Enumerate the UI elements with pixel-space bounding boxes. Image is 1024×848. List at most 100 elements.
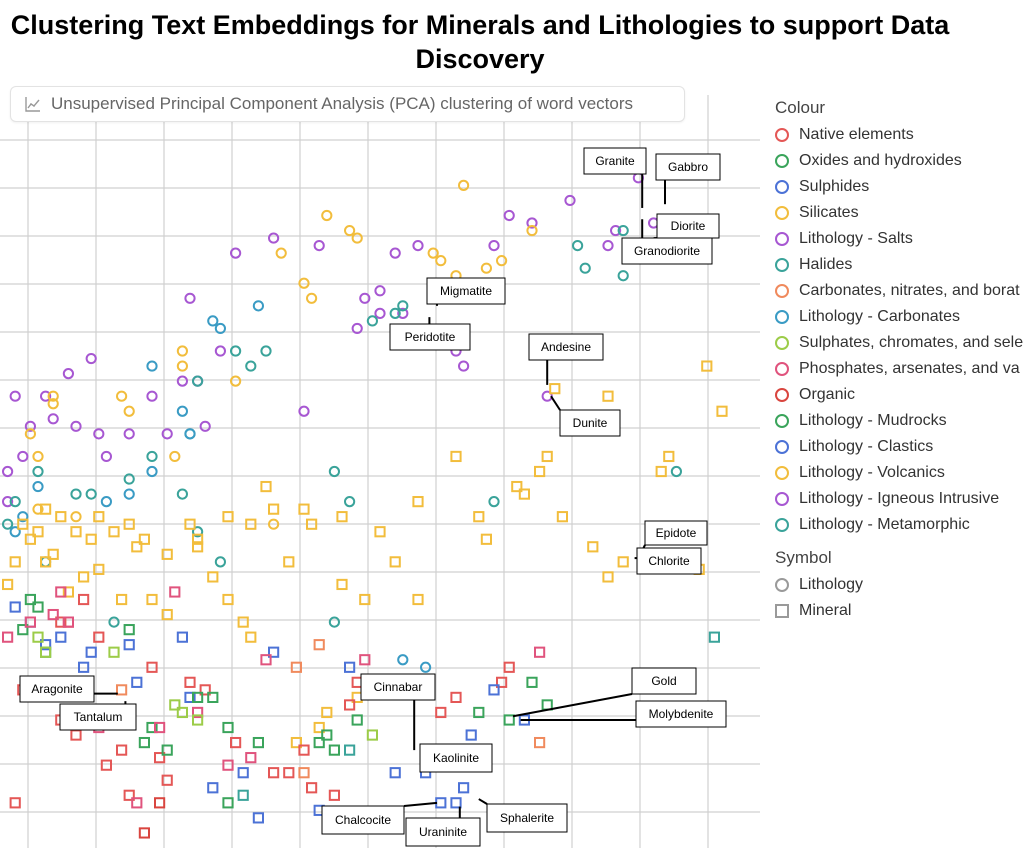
point-mineral xyxy=(78,661,90,673)
point-mineral xyxy=(290,736,302,749)
legend-item[interactable]: Native elements xyxy=(775,122,1024,148)
annotation-box xyxy=(528,333,604,361)
legend-item-label: Carbonates, nitrates, and borat xyxy=(799,282,1020,299)
point-lithology xyxy=(458,179,470,191)
point-mineral xyxy=(116,593,128,606)
point-mineral xyxy=(245,752,257,764)
legend-item[interactable]: Lithology - Salts xyxy=(775,226,1024,252)
point-lithology xyxy=(526,224,538,237)
point-mineral xyxy=(511,480,523,493)
point-mineral xyxy=(412,593,424,606)
annotation-box xyxy=(360,673,436,701)
point-mineral xyxy=(290,661,302,673)
point-mineral xyxy=(366,729,378,741)
point-lithology xyxy=(344,224,356,237)
point-mineral xyxy=(344,699,356,711)
annotation-box xyxy=(655,153,721,181)
point-mineral xyxy=(534,736,546,749)
point-lithology xyxy=(32,450,44,463)
point-lithology xyxy=(313,240,325,252)
point-lithology xyxy=(184,292,196,304)
point-lithology xyxy=(526,217,538,229)
point-lithology xyxy=(146,390,158,402)
point-mineral xyxy=(435,797,447,809)
annotation-box xyxy=(621,237,713,265)
point-lithology xyxy=(306,292,318,304)
legend-symbol-item[interactable]: Lithology xyxy=(775,572,1024,598)
point-lithology xyxy=(397,307,409,319)
point-lithology xyxy=(9,390,21,402)
point-mineral xyxy=(344,744,356,756)
legend-item-label: Organic xyxy=(799,386,856,403)
point-mineral xyxy=(465,729,477,741)
point-mineral xyxy=(534,646,546,658)
point-mineral xyxy=(716,405,728,417)
legend-item[interactable]: Oxides and hydroxides xyxy=(775,148,1024,174)
legend-item[interactable]: Lithology - Mudrocks xyxy=(775,408,1024,434)
legend-item[interactable]: Lithology - Igneous Intrusive xyxy=(775,486,1024,512)
point-mineral xyxy=(412,496,424,508)
point-lithology xyxy=(47,413,59,425)
legend-swatch-circle-icon xyxy=(775,492,789,506)
point-lithology xyxy=(9,526,21,538)
point-mineral xyxy=(260,654,272,666)
point-mineral xyxy=(313,721,325,734)
point-mineral xyxy=(389,767,401,779)
legend-item[interactable]: Lithology - Metamorphic xyxy=(775,512,1024,538)
point-mineral xyxy=(260,480,272,493)
point-lithology xyxy=(47,398,59,410)
point-mineral xyxy=(55,586,67,598)
annotation-box xyxy=(644,520,708,546)
chart-icon xyxy=(25,97,40,112)
point-mineral xyxy=(298,767,310,779)
point-mineral xyxy=(207,571,219,583)
point-lithology xyxy=(62,368,75,380)
legend-item-label: Lithology - Mudrocks xyxy=(799,412,947,429)
point-mineral xyxy=(40,503,52,515)
annotation-label: Granodiorite xyxy=(634,244,700,258)
legend-item[interactable]: Silicates xyxy=(775,200,1024,226)
legend-item[interactable]: Lithology - Carbonates xyxy=(775,304,1024,330)
point-mineral xyxy=(154,752,166,764)
legend-colour-title: Colour xyxy=(775,98,826,117)
point-lithology xyxy=(230,345,242,357)
point-lithology xyxy=(602,240,614,252)
point-lithology xyxy=(397,300,409,312)
point-lithology xyxy=(579,262,591,274)
point-lithology xyxy=(123,473,135,485)
annotation-box xyxy=(419,743,493,773)
point-lithology xyxy=(85,488,97,500)
legend-symbol-item[interactable]: Mineral xyxy=(775,598,1024,624)
point-mineral xyxy=(473,511,485,523)
point-mineral xyxy=(192,533,204,545)
legend-swatch-circle-icon xyxy=(775,440,789,454)
point-mineral xyxy=(359,593,371,606)
annotation-label: Sphalerite xyxy=(500,811,554,825)
point-lithology xyxy=(2,518,14,530)
point-mineral xyxy=(176,631,189,643)
point-mineral xyxy=(245,631,257,643)
legend-item[interactable]: Carbonates, nitrates, and borat xyxy=(775,278,1024,304)
point-lithology xyxy=(100,496,113,508)
annotation-label: Cinnabar xyxy=(374,680,423,694)
point-lithology xyxy=(389,307,401,319)
point-mineral xyxy=(192,706,204,719)
legend-item[interactable]: Lithology - Volcanics xyxy=(775,460,1024,486)
annotation-label: Peridotite xyxy=(405,330,456,344)
legend-item-label: Native elements xyxy=(799,126,914,143)
point-lithology xyxy=(70,511,82,523)
legend-item[interactable]: Phosphates, arsenates, and va xyxy=(775,356,1024,382)
legend-item[interactable]: Lithology - Clastics xyxy=(775,434,1024,460)
point-mineral xyxy=(78,593,90,606)
point-mineral xyxy=(176,706,189,719)
legend-item[interactable]: Halides xyxy=(775,252,1024,278)
point-mineral xyxy=(184,691,196,703)
legend-item[interactable]: Organic xyxy=(775,382,1024,408)
legend-item[interactable]: Sulphates, chromates, and sele xyxy=(775,330,1024,356)
legend-item[interactable]: Sulphides xyxy=(775,174,1024,200)
point-mineral xyxy=(24,533,36,545)
point-mineral xyxy=(123,789,135,801)
legend-item-label: Lithology - Carbonates xyxy=(799,308,960,325)
point-mineral xyxy=(496,676,508,688)
